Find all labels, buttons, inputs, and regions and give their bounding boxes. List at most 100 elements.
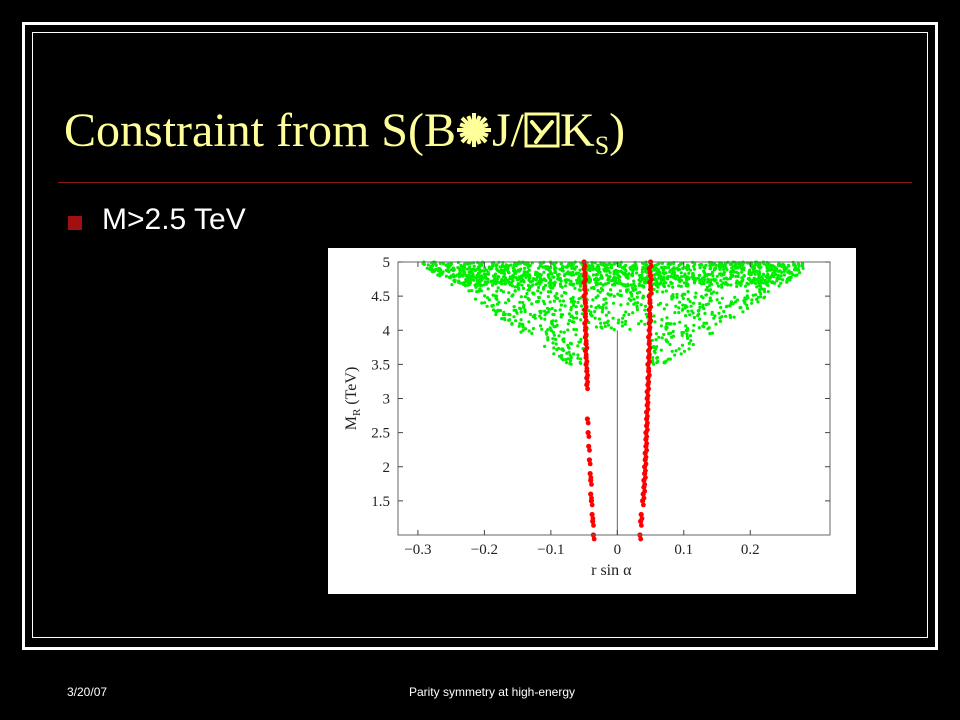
red-point bbox=[644, 409, 650, 415]
green-point bbox=[705, 321, 709, 325]
green-point bbox=[639, 303, 643, 307]
green-point bbox=[760, 275, 764, 279]
green-point bbox=[505, 267, 509, 272]
green-point bbox=[700, 282, 704, 286]
green-point bbox=[512, 315, 516, 319]
green-point bbox=[559, 261, 564, 265]
green-point bbox=[521, 300, 525, 305]
green-point bbox=[696, 276, 700, 280]
green-point bbox=[706, 277, 710, 281]
green-point bbox=[689, 339, 693, 343]
green-point bbox=[684, 265, 688, 270]
green-point bbox=[591, 285, 596, 289]
green-point bbox=[569, 261, 574, 265]
green-point bbox=[753, 272, 757, 276]
green-point bbox=[504, 301, 508, 305]
red-point bbox=[640, 498, 646, 504]
x-tick-label: −0.2 bbox=[471, 542, 498, 558]
red-point bbox=[645, 382, 651, 388]
green-point bbox=[430, 267, 434, 271]
green-point bbox=[500, 280, 504, 284]
red-point bbox=[591, 523, 596, 528]
green-point bbox=[759, 295, 763, 299]
green-point bbox=[687, 264, 691, 269]
green-point bbox=[568, 359, 573, 363]
green-point bbox=[486, 287, 490, 291]
green-point bbox=[725, 277, 730, 281]
green-point bbox=[514, 276, 518, 280]
green-point bbox=[604, 313, 608, 317]
green-point bbox=[516, 285, 520, 289]
green-point bbox=[568, 353, 572, 357]
green-point bbox=[710, 331, 715, 335]
green-point bbox=[562, 330, 566, 334]
green-point bbox=[665, 322, 669, 326]
green-point bbox=[738, 306, 742, 310]
green-point bbox=[677, 284, 681, 288]
green-point bbox=[543, 344, 547, 348]
green-point bbox=[608, 271, 612, 275]
green-point bbox=[755, 285, 759, 289]
green-point bbox=[752, 280, 756, 284]
green-point bbox=[519, 279, 523, 283]
green-point bbox=[665, 277, 670, 281]
green-point bbox=[687, 347, 691, 351]
green-point bbox=[708, 296, 712, 300]
green-point bbox=[491, 274, 496, 278]
green-point bbox=[681, 303, 685, 307]
green-point bbox=[598, 305, 602, 309]
green-point bbox=[448, 275, 452, 279]
green-point bbox=[593, 309, 597, 314]
green-point bbox=[551, 312, 555, 316]
green-point bbox=[545, 306, 550, 310]
green-point bbox=[667, 284, 671, 288]
green-point bbox=[497, 269, 501, 273]
green-point bbox=[572, 316, 576, 320]
green-points-layer bbox=[421, 260, 805, 366]
green-point bbox=[698, 302, 702, 306]
green-point bbox=[558, 308, 562, 312]
green-point bbox=[778, 277, 782, 281]
green-point bbox=[637, 282, 641, 286]
green-point bbox=[551, 330, 555, 334]
green-point bbox=[519, 330, 523, 334]
green-point bbox=[663, 361, 667, 365]
green-point bbox=[678, 279, 682, 284]
green-point bbox=[501, 290, 506, 294]
green-point bbox=[553, 264, 557, 269]
green-point bbox=[552, 352, 556, 356]
red-point bbox=[642, 450, 648, 456]
green-point bbox=[681, 266, 685, 270]
green-point bbox=[677, 347, 681, 351]
green-point bbox=[632, 288, 636, 292]
x-axis-label: r sin α bbox=[591, 562, 632, 579]
green-point bbox=[497, 300, 501, 304]
green-point bbox=[521, 328, 525, 332]
green-point bbox=[766, 290, 770, 294]
green-point bbox=[726, 283, 730, 287]
red-point bbox=[646, 293, 652, 299]
green-point bbox=[527, 320, 531, 324]
red-point bbox=[586, 443, 592, 449]
green-point bbox=[697, 308, 701, 312]
green-point bbox=[495, 310, 499, 314]
green-point bbox=[675, 295, 679, 299]
green-point bbox=[652, 362, 656, 366]
green-point bbox=[606, 323, 611, 327]
red-point bbox=[585, 420, 591, 426]
green-point bbox=[624, 310, 628, 314]
green-point bbox=[771, 280, 775, 284]
green-point bbox=[729, 283, 733, 287]
green-point bbox=[754, 277, 758, 282]
red-point bbox=[585, 430, 591, 436]
green-point bbox=[503, 282, 507, 286]
green-point bbox=[618, 289, 622, 293]
green-point bbox=[572, 266, 576, 270]
green-point bbox=[591, 298, 595, 302]
green-point bbox=[571, 303, 576, 307]
green-point bbox=[551, 341, 555, 345]
green-point bbox=[708, 262, 713, 266]
green-point bbox=[672, 322, 677, 326]
red-point bbox=[639, 523, 644, 528]
green-point bbox=[661, 268, 666, 272]
